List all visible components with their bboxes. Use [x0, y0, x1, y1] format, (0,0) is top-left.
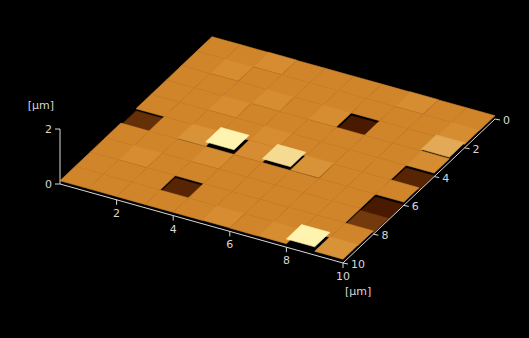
x-tick — [286, 247, 287, 252]
y-tick-label: 4 — [442, 172, 449, 185]
x-tick-label: 2 — [113, 207, 120, 220]
y-tick-label: 8 — [381, 229, 388, 242]
y-tick — [495, 119, 500, 120]
y-tick-label: 6 — [412, 200, 419, 213]
y-tick — [373, 234, 378, 235]
x-tick — [173, 216, 174, 221]
y-axis-title: [µm] — [345, 285, 371, 298]
y-axis-line — [343, 119, 495, 263]
x-tick-label: 8 — [283, 254, 290, 267]
z-tick-label: 2 — [45, 123, 52, 136]
y-tick-label: 0 — [503, 114, 510, 127]
y-tick — [465, 148, 470, 149]
y-tick-label: 2 — [473, 143, 480, 156]
x-tick — [116, 200, 117, 205]
z-tick-label: 0 — [45, 178, 52, 191]
x-tick-label: 10 — [336, 270, 350, 283]
x-tick — [229, 231, 230, 236]
z-axis-title: [µm] — [28, 99, 54, 112]
y-tick — [434, 177, 439, 178]
z-tick — [55, 129, 60, 130]
background — [0, 0, 529, 338]
z-axis-line — [60, 129, 61, 184]
x-tick-label: 4 — [170, 223, 177, 236]
x-tick — [343, 263, 344, 268]
axes: 0 2 [µm] 2 4 6 8 10 0 2 4 6 8 10 [µm] — [28, 99, 510, 298]
surface-cell — [315, 237, 359, 259]
plot-area — [60, 37, 495, 259]
x-tick-label: 6 — [226, 238, 233, 251]
y-tick — [404, 205, 409, 206]
chart: 0 2 [µm] 2 4 6 8 10 0 2 4 6 8 10 [µm] — [0, 0, 529, 338]
y-tick-label: 10 — [351, 258, 365, 271]
x-axis-line — [60, 184, 343, 263]
y-tick — [343, 263, 348, 264]
z-tick — [55, 184, 60, 185]
